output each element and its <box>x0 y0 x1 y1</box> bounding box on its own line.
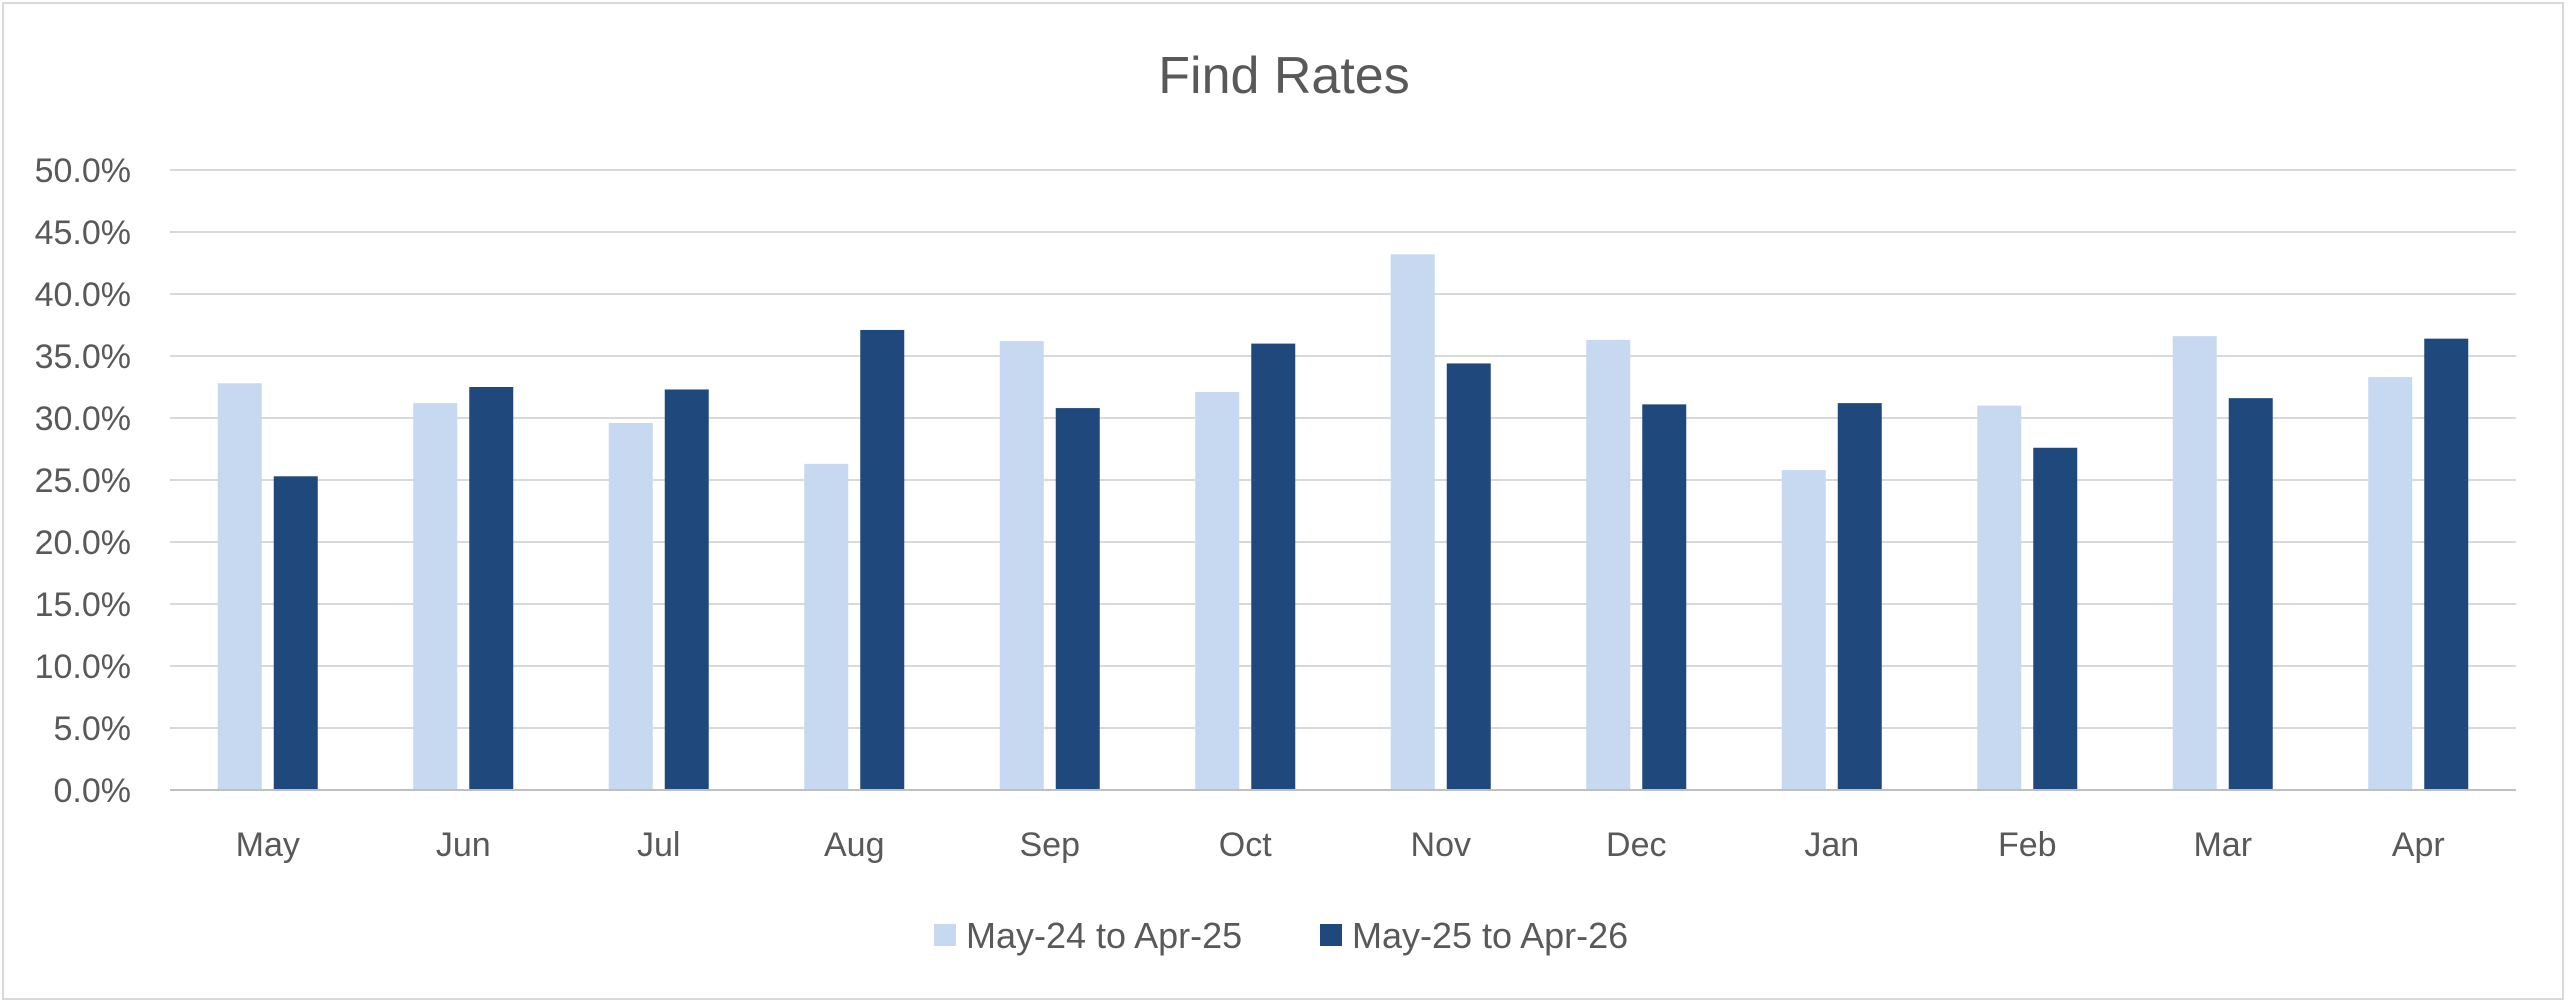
x-tick-label: Jan <box>1804 826 1859 864</box>
bar-sep-series-2 <box>1055 408 1100 790</box>
x-tick-label: Oct <box>1219 826 1272 864</box>
x-tick-label: Sep <box>1020 826 1081 864</box>
legend-label: May-25 to Apr-26 <box>1352 915 1628 956</box>
y-tick-label: 0.0% <box>54 772 132 810</box>
x-tick-label: Nov <box>1411 826 1471 864</box>
x-tick-label: May <box>236 826 300 864</box>
legend-swatch <box>1320 924 1342 946</box>
y-tick-label: 25.0% <box>35 462 131 500</box>
bar-mar-series-2 <box>2228 398 2273 790</box>
x-tick-label: Jun <box>436 826 491 864</box>
legend: May-24 to Apr-25 May-25 to Apr-26 <box>934 915 1628 956</box>
x-tick-label: Feb <box>1998 826 2057 864</box>
bar-feb-series-1 <box>1977 405 2022 790</box>
bar-jun-series-2 <box>469 387 514 790</box>
bar-aug-series-1 <box>804 463 849 790</box>
y-tick-label: 45.0% <box>35 214 131 252</box>
y-tick-label: 15.0% <box>35 586 131 624</box>
bar-jan-series-1 <box>1781 470 1826 790</box>
bars <box>217 254 2469 790</box>
bar-nov-series-1 <box>1390 254 1435 790</box>
legend-swatch <box>934 924 956 946</box>
x-tick-label: Jul <box>637 826 680 864</box>
gridlines <box>170 169 2516 791</box>
bar-apr-series-1 <box>2368 377 2413 790</box>
bar-sep-series-1 <box>999 341 1044 790</box>
x-tick-label: Mar <box>2193 826 2252 864</box>
bar-mar-series-1 <box>2172 336 2217 790</box>
bar-may-series-2 <box>273 476 318 790</box>
bar-may-series-1 <box>217 383 262 790</box>
bar-aug-series-2 <box>860 329 905 790</box>
y-tick-label: 35.0% <box>35 338 131 376</box>
bar-oct-series-2 <box>1251 343 1296 790</box>
bar-jun-series-1 <box>413 403 458 790</box>
legend-label: May-24 to Apr-25 <box>966 915 1242 956</box>
bar-nov-series-2 <box>1446 363 1491 790</box>
x-tick-label: Apr <box>2392 826 2445 864</box>
chart-title: Find Rates <box>1158 47 1409 105</box>
bar-jan-series-2 <box>1837 403 1882 790</box>
bar-jul-series-1 <box>608 422 653 790</box>
x-tick-label: Aug <box>824 826 885 864</box>
y-axis: 0.0% 5.0% 10.0% 15.0% 20.0% 25.0% 30.0% 35.0% 40… <box>35 152 131 810</box>
bar-apr-series-2 <box>2424 338 2469 790</box>
y-tick-label: 50.0% <box>35 152 131 190</box>
y-tick-label: 40.0% <box>35 276 131 314</box>
bar-dec-series-1 <box>1586 339 1631 790</box>
y-tick-label: 5.0% <box>54 710 132 748</box>
y-tick-label: 30.0% <box>35 400 131 438</box>
bar-oct-series-1 <box>1195 391 1240 790</box>
bar-feb-series-2 <box>2033 447 2078 790</box>
x-tick-label: Dec <box>1606 826 1666 864</box>
x-axis: May Jun Jul Aug Sep Oct Nov Dec Jan Feb Mar Apr <box>170 789 2516 864</box>
bar-dec-series-2 <box>1642 404 1687 790</box>
bar-jul-series-2 <box>664 389 709 790</box>
y-tick-label: 20.0% <box>35 524 131 562</box>
y-tick-label: 10.0% <box>35 648 131 686</box>
